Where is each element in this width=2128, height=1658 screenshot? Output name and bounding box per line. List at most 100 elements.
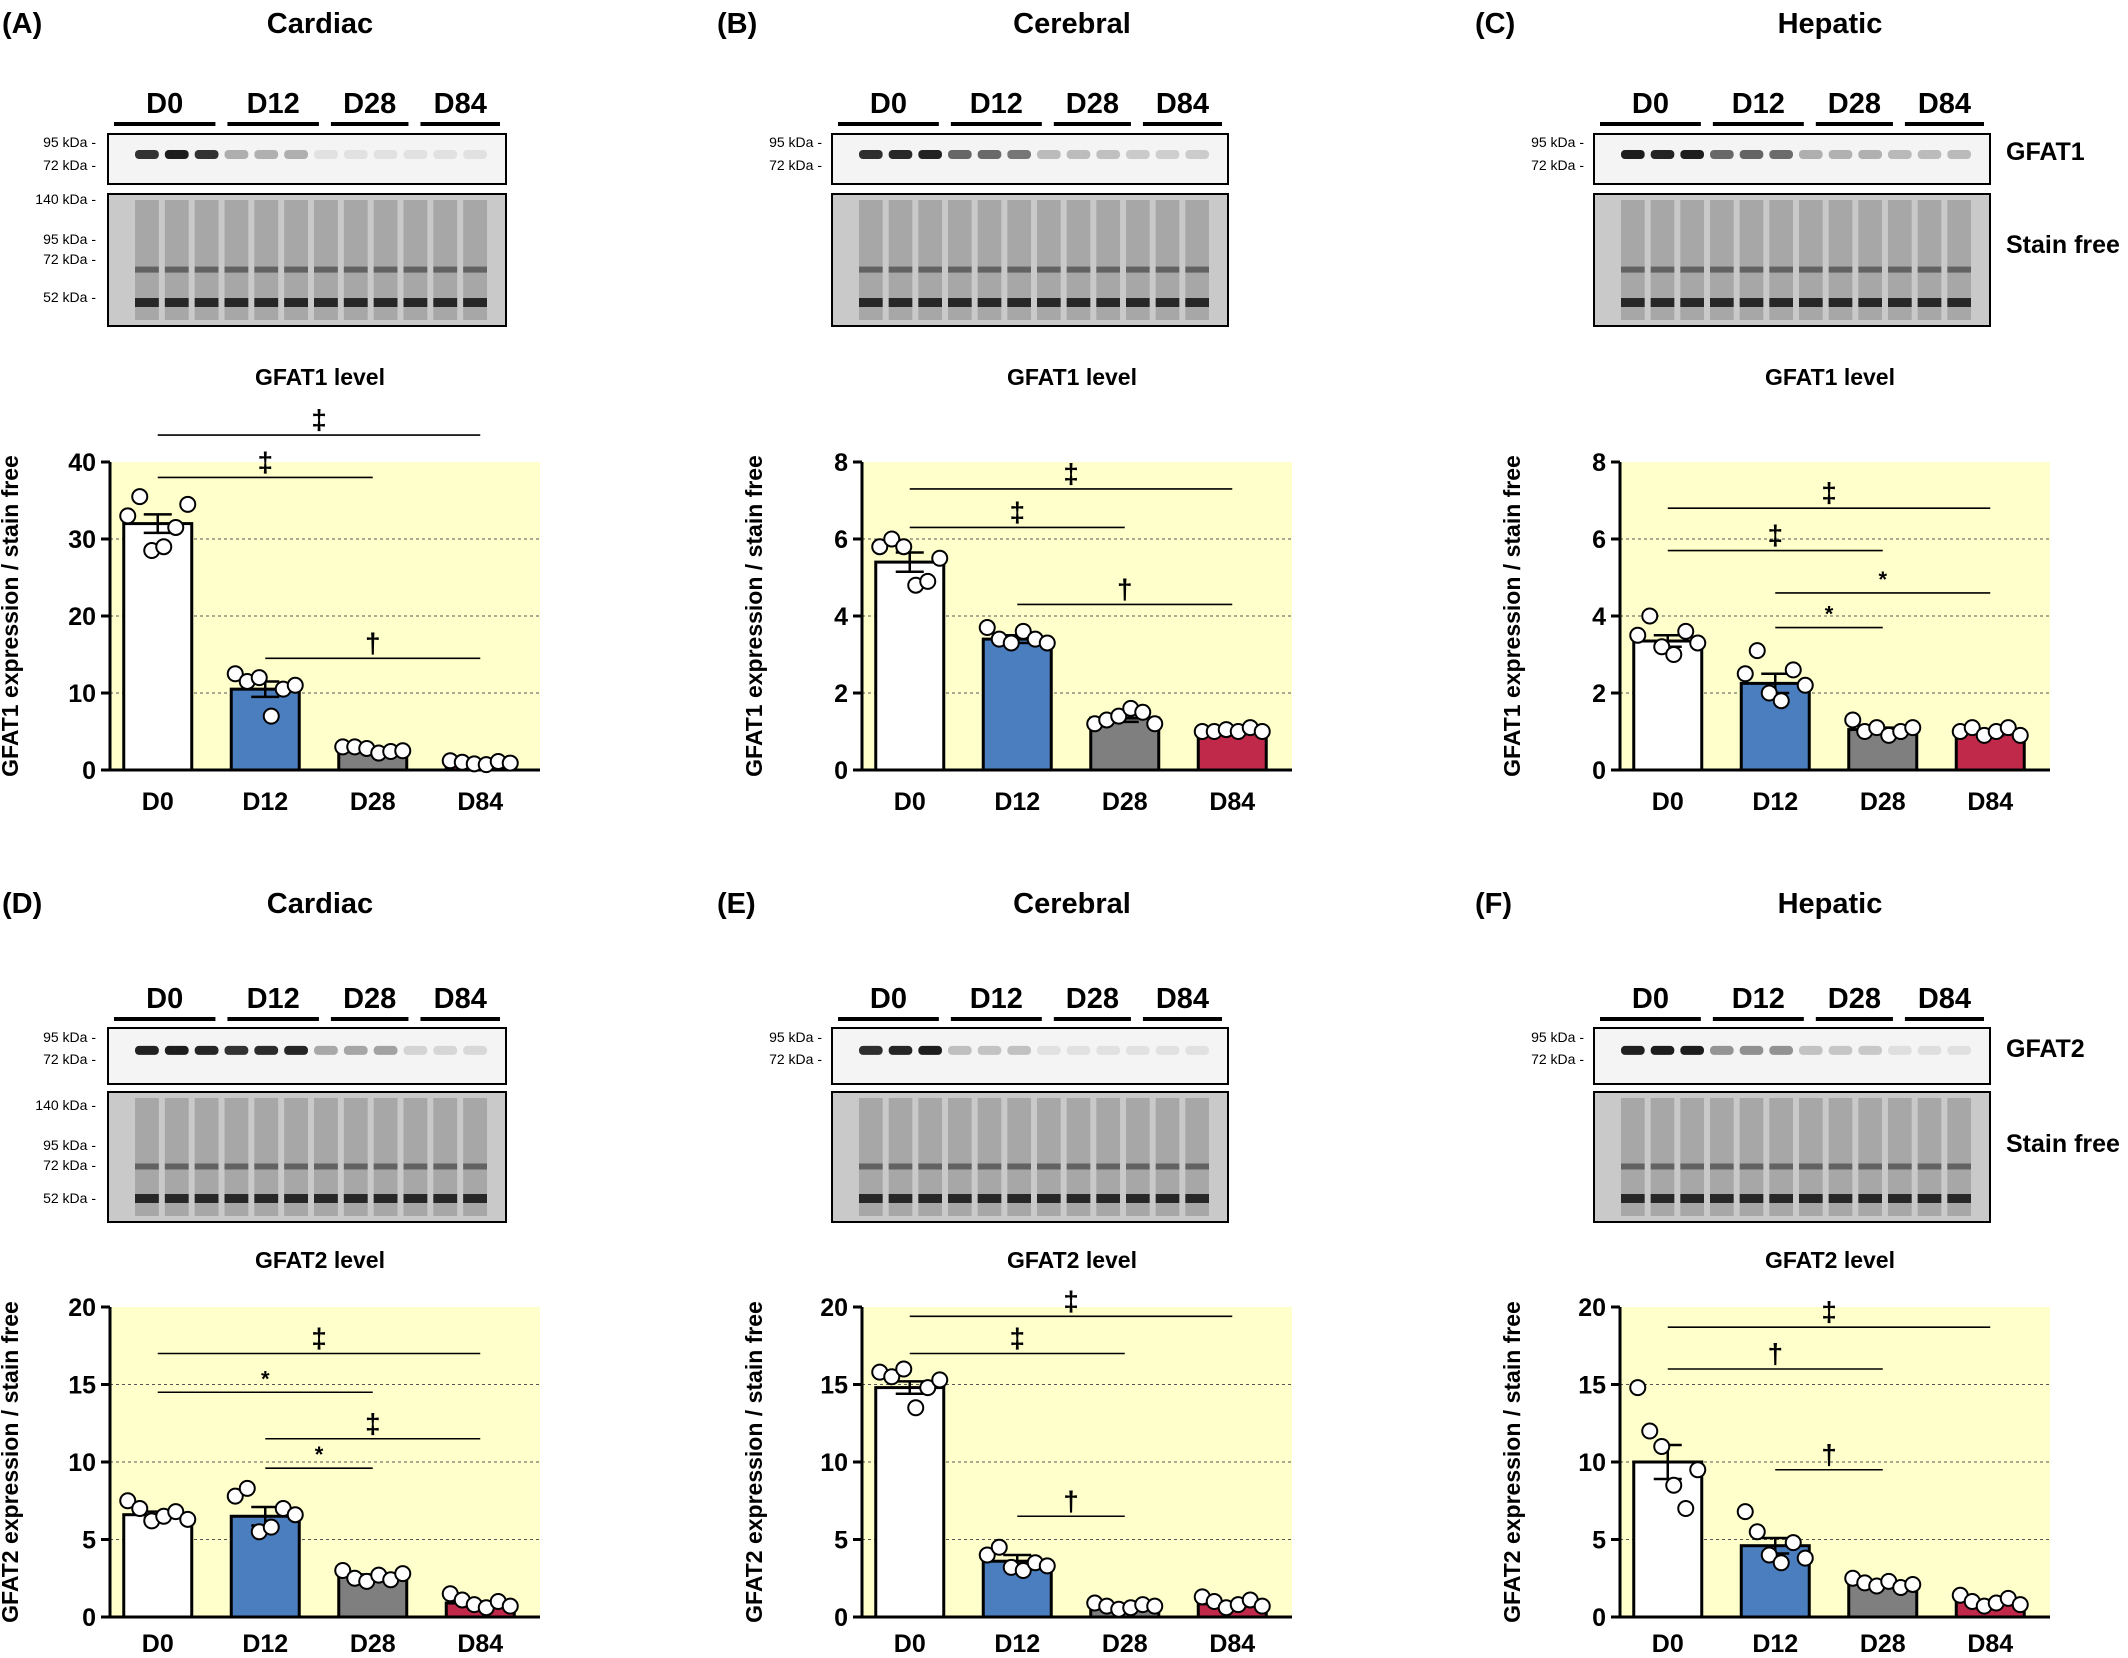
data-point bbox=[155, 538, 173, 556]
stain-band bbox=[1680, 1163, 1704, 1170]
stain-lane bbox=[284, 200, 308, 320]
data-point bbox=[131, 488, 149, 506]
stain-band bbox=[373, 1163, 398, 1170]
stain-band bbox=[164, 1194, 189, 1203]
stain-band bbox=[1096, 1163, 1120, 1170]
stain-band bbox=[433, 1163, 458, 1170]
significance-label: * bbox=[1878, 567, 1887, 592]
kda-marker: 72 kDa - bbox=[43, 1157, 96, 1173]
blot-band bbox=[1126, 150, 1150, 159]
data-point bbox=[883, 530, 901, 548]
stain-lane bbox=[1739, 200, 1764, 320]
data-point bbox=[1963, 719, 1981, 737]
stain-band bbox=[1126, 1194, 1150, 1203]
stain-lane bbox=[918, 200, 942, 320]
blot-band bbox=[1037, 150, 1061, 159]
stain-band bbox=[135, 298, 159, 307]
stain-band bbox=[1007, 298, 1031, 307]
data-point bbox=[1796, 676, 1814, 694]
y-tick-label: 20 bbox=[68, 1294, 96, 1322]
blot-group-label: D28 bbox=[1828, 983, 1881, 1015]
stain-band bbox=[164, 298, 189, 307]
stain-lane bbox=[948, 200, 972, 320]
bar-d0 bbox=[874, 1386, 946, 1619]
data-point bbox=[262, 707, 280, 725]
y-tick-label: 10 bbox=[1578, 1449, 1606, 1477]
stain-band bbox=[463, 1194, 487, 1203]
blot-band bbox=[1155, 1045, 1180, 1055]
stain-band bbox=[1769, 1194, 1793, 1203]
blot-band bbox=[1828, 1045, 1853, 1055]
x-tick-label: D28 bbox=[1102, 788, 1148, 816]
stain-band bbox=[1126, 298, 1150, 307]
data-point bbox=[1868, 719, 1886, 737]
kda-marker: 72 kDa - bbox=[43, 157, 96, 173]
stain-band bbox=[433, 1194, 458, 1203]
bar-d12 bbox=[229, 687, 301, 772]
blot-group-label: D0 bbox=[146, 88, 183, 120]
stain-lane bbox=[1680, 200, 1704, 320]
chart-title: GFAT2 level bbox=[255, 1247, 385, 1273]
stain-lane bbox=[1917, 1098, 1942, 1216]
stain-lane bbox=[1828, 200, 1853, 320]
blot-group-label: D84 bbox=[1918, 88, 1971, 120]
blot-group-label: D84 bbox=[1156, 88, 1209, 120]
stain-band bbox=[948, 266, 972, 273]
blot-band bbox=[948, 150, 972, 159]
chart-title: GFAT1 level bbox=[1765, 364, 1895, 390]
blot-group-label: D28 bbox=[343, 983, 396, 1015]
blot-band bbox=[918, 150, 942, 159]
blot-band bbox=[888, 150, 913, 159]
data-point bbox=[394, 742, 412, 760]
blot-band bbox=[888, 1045, 913, 1055]
y-tick-label: 5 bbox=[834, 1527, 848, 1555]
stain-band bbox=[1769, 266, 1793, 273]
x-tick-label: D84 bbox=[1967, 1630, 2013, 1653]
significance-label: † bbox=[1821, 1439, 1837, 1470]
data-point bbox=[1796, 1549, 1814, 1567]
blot-band bbox=[1799, 1045, 1823, 1055]
stain-lane bbox=[314, 1098, 338, 1216]
stain-band bbox=[977, 1163, 1002, 1170]
blot-band bbox=[977, 150, 1002, 159]
stain-band bbox=[373, 266, 398, 273]
x-tick-label: D0 bbox=[142, 788, 174, 816]
blot-group-label: D84 bbox=[1156, 983, 1209, 1015]
stain-band bbox=[314, 1194, 338, 1203]
chart-title: GFAT2 level bbox=[1765, 1247, 1895, 1273]
y-tick-label: 0 bbox=[1592, 757, 1606, 785]
data-point bbox=[1748, 1523, 1766, 1541]
blot-band bbox=[1710, 150, 1734, 159]
blot-band bbox=[1096, 150, 1120, 159]
stain-band bbox=[403, 1194, 428, 1203]
stain-band bbox=[1066, 266, 1091, 273]
stain-band bbox=[1917, 1163, 1942, 1170]
significance-label: ‡ bbox=[311, 1323, 327, 1354]
data-point bbox=[978, 1546, 996, 1564]
stain-band bbox=[1650, 298, 1675, 307]
data-point bbox=[1038, 1557, 1056, 1575]
stain-band bbox=[1799, 1163, 1823, 1170]
y-axis-label: GFAT1 expression / stain free bbox=[1499, 455, 1525, 777]
stain-band bbox=[1621, 266, 1645, 273]
stain-band bbox=[194, 298, 219, 307]
stain-band bbox=[1185, 1194, 1209, 1203]
data-point bbox=[2011, 726, 2029, 744]
blot-band bbox=[164, 150, 189, 159]
data-point bbox=[1784, 1534, 1802, 1552]
blot-band bbox=[164, 1045, 189, 1055]
x-tick-label: D12 bbox=[1752, 1630, 1798, 1653]
stain-band bbox=[254, 266, 279, 273]
bar-d0 bbox=[122, 522, 194, 772]
stain-band bbox=[194, 1163, 219, 1170]
data-point bbox=[1736, 1503, 1754, 1521]
panel-tissue-title: Hepatic bbox=[1778, 8, 1883, 40]
blot-band bbox=[1650, 150, 1675, 159]
kda-marker: 72 kDa - bbox=[43, 251, 96, 267]
data-point bbox=[1002, 634, 1020, 652]
stain-band bbox=[918, 1194, 942, 1203]
kda-marker: 95 kDa - bbox=[1531, 1029, 1584, 1045]
x-tick-label: D0 bbox=[894, 788, 926, 816]
stain-lane bbox=[888, 1098, 913, 1216]
blot-group-label: D84 bbox=[434, 983, 487, 1015]
